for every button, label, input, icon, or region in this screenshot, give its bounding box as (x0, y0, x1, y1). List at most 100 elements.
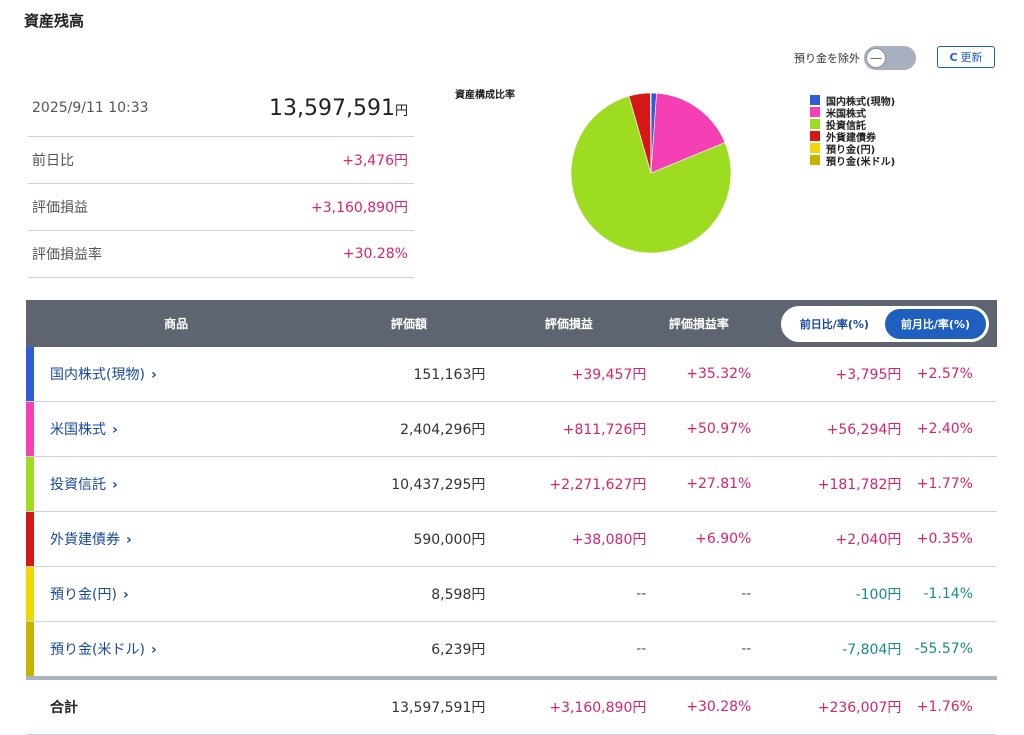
product-name: 国内株式(現物) (50, 367, 145, 383)
chart-title: 資産構成比率 (455, 90, 515, 101)
product-link[interactable]: 国内株式(現物) › (34, 347, 327, 402)
header-product: 商品 (26, 300, 327, 347)
eval-pl: -- (491, 566, 647, 622)
pie-slice (650, 92, 726, 174)
legend-item: 国内株式(現物) (810, 94, 895, 108)
legend-swatch (810, 119, 820, 129)
summary-row: 前日比 +3,476円 (28, 137, 414, 184)
product-link[interactable]: 預り金(米ドル) › (34, 621, 327, 679)
monthly-change: +181,782円 (751, 456, 902, 512)
eval-value: 590,000円 (326, 511, 492, 567)
summary-label: 評価損益 (32, 200, 88, 216)
header-pl: 評価損益 (491, 300, 647, 347)
refresh-label: 更新 (960, 51, 983, 64)
total-row: 合計 13,597,591円 +3,160,890円 +30.28% +236,… (26, 676, 997, 735)
allocation-pie-chart (570, 92, 732, 254)
legend-swatch (810, 131, 820, 141)
monthly-change-rate: +2.40% (901, 401, 997, 457)
eval-pl-rate: -- (646, 566, 752, 622)
header-value: 評価額 (326, 300, 492, 347)
product-name: 預り金(円) (50, 587, 117, 603)
eval-pl-rate: +50.97% (646, 401, 752, 457)
monthly-change-rate: +2.57% (901, 347, 997, 402)
monthly-change-rate: +1.77% (901, 456, 997, 512)
total-plr: +30.28% (646, 676, 752, 735)
category-color-bar (26, 347, 34, 402)
product-name: 外貨建債券 (50, 532, 120, 548)
chevron-right-icon: › (112, 422, 118, 438)
segment-monthly[interactable]: 前月比/率(%) (884, 308, 986, 339)
summary-label: 前日比 (32, 153, 74, 169)
product-link[interactable]: 外貨建債券 › (34, 511, 327, 567)
exclude-deposit-toggle[interactable]: 預り金を除外 — (794, 46, 916, 70)
total-monthly: +236,007円 (751, 676, 902, 735)
summary-label: 評価損益率 (32, 247, 102, 263)
legend-swatch (810, 95, 820, 105)
table-row: 外貨建債券 › 590,000円 +38,080円 +6.90% +2,040円 +0.35… (26, 511, 997, 567)
chevron-right-icon: › (150, 367, 157, 383)
summary-row: 評価損益 +3,160,890円 (28, 184, 414, 231)
monthly-change: +2,040円 (751, 511, 902, 567)
total-monthly-rate: +1.76% (901, 676, 997, 735)
toggle-switch[interactable]: — (864, 46, 916, 70)
category-color-bar (26, 456, 34, 512)
monthly-change: -100円 (751, 566, 902, 622)
pie-slice (570, 95, 732, 254)
summary-value: +30.28% (342, 246, 408, 262)
eval-pl: -- (491, 621, 647, 679)
total-pl: +3,160,890円 (491, 676, 647, 735)
toggle-knob: — (866, 48, 886, 68)
eval-value: 10,437,295円 (326, 456, 492, 512)
header-period-switch: 前日比/率(%) 前月比/率(%) (751, 300, 997, 347)
refresh-button[interactable]: C 更新 (937, 46, 995, 68)
legend-label: 預り金(米ドル) (826, 156, 896, 168)
summary-total-row: 2025/9/11 10:33 13,597,591円 (28, 80, 414, 137)
header-plr: 評価損益率 (646, 300, 752, 347)
table-row: 投資信託 › 10,437,295円 +2,271,627円 +27.81% +181,7… (26, 456, 997, 512)
chevron-right-icon: › (122, 587, 129, 603)
monthly-change-rate: +0.35% (901, 511, 997, 567)
product-link[interactable]: 預り金(円) › (34, 566, 327, 622)
category-color-bar (26, 566, 34, 622)
monthly-change-rate: -55.57% (901, 621, 997, 679)
category-color-bar (26, 621, 34, 679)
table-row: 預り金(米ドル) › 6,239円 -- -- -7,804円 -55.57% (26, 621, 997, 679)
monthly-change: +56,294円 (751, 401, 902, 457)
legend-swatch (810, 143, 820, 153)
eval-pl-rate: -- (646, 621, 752, 679)
category-color-bar (26, 401, 34, 457)
legend-label: 米国株式 (826, 108, 866, 120)
table-row: 預り金(円) › 8,598円 -- -- -100円 -1.14% (26, 566, 997, 622)
chevron-right-icon: › (126, 532, 132, 548)
eval-pl-rate: +35.32% (646, 347, 752, 402)
table-header-row: 商品 評価額 評価損益 評価損益率 前日比/率(%) 前月比/率(%) (26, 300, 997, 347)
product-link[interactable]: 投資信託 › (34, 456, 327, 512)
eval-pl: +2,271,627円 (491, 456, 647, 512)
eval-pl: +38,080円 (491, 511, 647, 567)
eval-pl-rate: +27.81% (646, 456, 752, 512)
eval-value: 151,163円 (326, 347, 492, 402)
assets-table: 商品 評価額 評価損益 評価損益率 前日比/率(%) 前月比/率(%) 国内株式… (26, 300, 997, 735)
eval-pl-rate: +6.90% (646, 511, 752, 567)
summary-datetime: 2025/9/11 10:33 (32, 100, 149, 116)
chevron-right-icon: › (150, 642, 157, 658)
legend-item: 投資信託 (810, 118, 895, 132)
legend-item: 預り金(米ドル) (810, 154, 896, 168)
segment-daily[interactable]: 前日比/率(%) (799, 317, 869, 331)
product-link[interactable]: 米国株式 › (34, 401, 327, 457)
table-row: 国内株式(現物) › 151,163円 +39,457円 +35.32% +3,795円 +… (26, 347, 997, 402)
legend-swatch (810, 107, 820, 117)
product-name: 預り金(米ドル) (50, 642, 145, 658)
summary-value: +3,476円 (342, 153, 408, 169)
exclude-deposit-label: 預り金を除外 (794, 52, 860, 65)
eval-pl: +39,457円 (491, 347, 647, 402)
eval-value: 6,239円 (326, 621, 492, 679)
category-color-bar (26, 511, 34, 567)
page-title: 資産残高 (24, 12, 85, 30)
summary-row: 評価損益率 +30.28% (28, 231, 414, 278)
legend-label: 外貨建債券 (826, 132, 876, 144)
eval-value: 2,404,296円 (326, 401, 492, 457)
summary-panel: 2025/9/11 10:33 13,597,591円 前日比 +3,476円 … (28, 80, 414, 278)
summary-total: 13,597,591円 (269, 95, 408, 121)
period-segment-control[interactable]: 前日比/率(%) 前月比/率(%) (780, 305, 989, 342)
